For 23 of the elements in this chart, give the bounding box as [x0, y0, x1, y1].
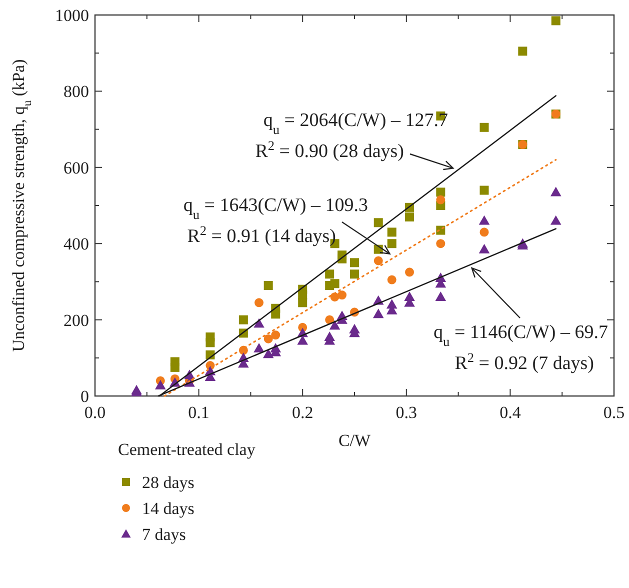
y-tick-label: 200	[64, 310, 89, 330]
annotation: R$^{2}$ = 0.92 (7 days)	[454, 350, 594, 374]
x-tick-label: 0.5	[603, 403, 625, 422]
legend-label: 14 days	[142, 499, 194, 518]
x-tick-label: 0.3	[396, 403, 418, 422]
legend-title: Cement-treated clay	[118, 440, 256, 459]
annotation: R$^{2}$ = 0.90 (28 days)	[255, 138, 404, 162]
annotation: R$^{2}$ = 0.91 (14 days)	[187, 222, 336, 247]
x-tick-label: 0.1	[188, 403, 210, 422]
x-tick-label: 0.0	[84, 403, 106, 422]
y-tick-label: 400	[64, 234, 89, 254]
annotation: q$_{u}$ = 2064(C/W) – 127.7	[263, 110, 448, 136]
y-tick-label: 0	[80, 387, 89, 406]
annotation: q$_{u}$ = 1146(C/W) – 69.7	[434, 322, 608, 348]
y-tick-label: 600	[64, 158, 89, 178]
legend-label: 28 days	[142, 473, 194, 492]
y-tick-label: 800	[64, 82, 89, 102]
annotation: q$_{u}$ = 1643(C/W) – 109.3	[183, 195, 368, 222]
x-tick-label: 0.2	[292, 403, 314, 422]
legend-label: 7 days	[142, 525, 186, 544]
x-axis-title: C/W	[338, 431, 372, 450]
x-tick-label: 0.4	[500, 403, 522, 422]
y-tick-label: 1000	[55, 6, 89, 25]
